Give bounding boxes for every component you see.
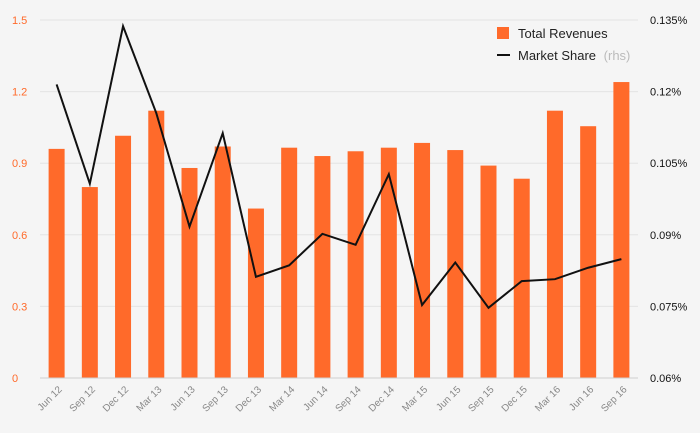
x-tick-label: Sep 13 xyxy=(201,384,231,414)
revenue-bar xyxy=(580,126,597,378)
x-tick-label: Jun 14 xyxy=(301,384,330,413)
legend-label-revenues: Total Revenues xyxy=(518,26,608,41)
revenue-bars xyxy=(48,82,630,379)
revenue-bar xyxy=(281,147,298,378)
revenue-bar xyxy=(613,82,630,378)
revenue-bar xyxy=(214,146,231,378)
revenue-bar xyxy=(181,167,198,378)
y-right-tick-label: 0.075% xyxy=(650,301,688,313)
revenue-bar xyxy=(314,156,331,378)
x-tick-label: Jun 13 xyxy=(169,384,198,413)
market-share-line xyxy=(55,22,622,310)
revenue-bar xyxy=(247,208,264,378)
x-tick-label: Jun 15 xyxy=(434,384,463,413)
x-tick-label: Sep 12 xyxy=(68,384,98,414)
revenue-bar xyxy=(414,142,431,378)
legend-swatch-revenues xyxy=(497,27,509,39)
y-left-tick-label: 0.6 xyxy=(12,230,27,242)
legend-label-market-share: Market Share (rhs) xyxy=(518,48,630,63)
revenue-bar xyxy=(380,147,397,378)
x-tick-label: Mar 14 xyxy=(268,384,298,414)
revenue-bar xyxy=(546,110,563,379)
y-left-tick-label: 1.5 xyxy=(12,15,27,27)
x-tick-label: Dec 12 xyxy=(101,384,131,414)
y-left-tick-label: 0.9 xyxy=(12,158,27,170)
y-left-tick-label: 1.2 xyxy=(12,87,27,99)
revenue-bar xyxy=(48,148,65,378)
y-left-tick-label: 0.3 xyxy=(12,301,27,313)
x-tick-label: Dec 15 xyxy=(500,384,530,414)
y-right-tick-label: 0.09% xyxy=(650,230,681,242)
revenue-bar xyxy=(480,165,497,378)
y-left-tick-label: 0 xyxy=(12,373,18,385)
x-tick-label: Dec 13 xyxy=(234,384,264,414)
x-tick-label: Sep 14 xyxy=(334,384,364,414)
market-share-polyline xyxy=(55,22,622,310)
x-tick-label: Sep 15 xyxy=(466,384,496,414)
revenue-bar xyxy=(115,135,132,378)
y-right-tick-label: 0.06% xyxy=(650,373,681,385)
revenue-bar xyxy=(513,178,530,378)
y-right-tick-label: 0.12% xyxy=(650,87,681,99)
x-tick-label: Dec 14 xyxy=(367,384,397,414)
y-right-tick-label: 0.135% xyxy=(650,15,688,27)
x-tick-label: Mar 13 xyxy=(135,384,165,414)
x-tick-label: Sep 16 xyxy=(599,384,629,414)
revenue-bar xyxy=(347,151,364,378)
x-tick-label: Jun 12 xyxy=(36,384,65,413)
y-right-tick-label: 0.105% xyxy=(650,158,688,170)
revenue-bar xyxy=(148,110,165,379)
x-tick-label: Mar 15 xyxy=(400,384,430,414)
revenue-bar xyxy=(81,187,98,378)
x-tick-label: Jun 16 xyxy=(567,384,596,413)
legend: Total Revenues Market Share (rhs) xyxy=(497,26,630,63)
x-tick-label: Mar 16 xyxy=(533,384,563,414)
